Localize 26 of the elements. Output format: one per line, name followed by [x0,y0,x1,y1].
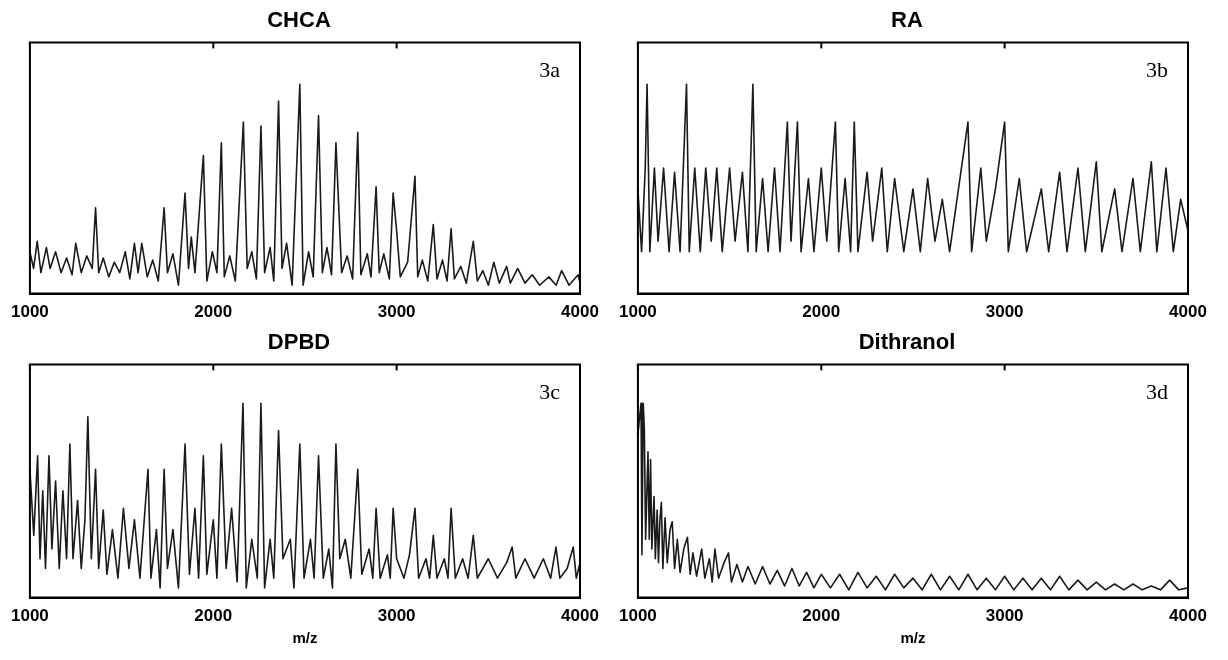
text: 3b [1146,57,1168,83]
x-tick-label: 2000 [194,606,233,626]
x-tick-label: 4000 [561,302,599,322]
x-tick-label: 4000 [1169,302,1207,322]
x-tick-label: 3000 [985,606,1024,626]
text: 3a [539,57,561,83]
x-tick-label: 4000 [561,606,599,626]
x-tick-label: 4000 [1169,606,1207,626]
chart-title: CHCA [267,7,331,33]
x-tick-label: 1000 [619,606,657,626]
x-axis-title: m/z [292,629,318,647]
x-tick-label: 3000 [377,302,416,322]
x-tick-label: 2000 [802,606,841,626]
chart-title: RA [891,7,923,33]
x-tick-label: 3000 [985,302,1024,322]
x-tick-label: 3000 [377,606,416,626]
chart-title: Dithranol [858,329,956,355]
chart-title: DPBD [267,329,331,355]
x-tick-label: 2000 [802,302,841,322]
x-tick-label: 1000 [11,606,49,626]
x-tick-label: 1000 [11,302,49,322]
x-tick-label: 1000 [619,302,657,322]
annotation: 3c [539,379,561,405]
x-tick-label: 2000 [194,302,233,322]
annotation: 3d [1146,379,1168,405]
x-axis-title: m/z [900,629,926,647]
